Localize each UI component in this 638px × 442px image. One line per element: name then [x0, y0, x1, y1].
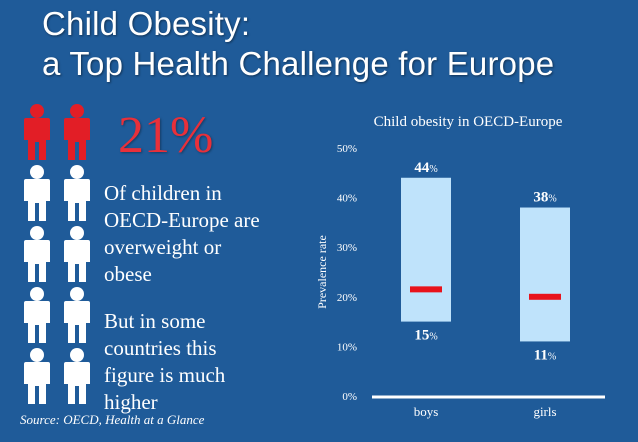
person-icon: [24, 226, 50, 282]
person-icon: [24, 287, 50, 343]
y-tick-label: 20%: [337, 292, 357, 304]
person-icon: [64, 104, 90, 160]
stat-note: But in some countries this figure is muc…: [104, 308, 225, 416]
person-icon: [64, 226, 90, 282]
stat-description-line: overweight or: [104, 235, 222, 259]
y-tick-label: 10%: [337, 341, 357, 353]
headline-stat: 21%: [118, 107, 214, 164]
person-icon: [64, 165, 90, 221]
stat-note-line: higher: [104, 390, 158, 414]
x-category-label: boys: [414, 404, 439, 419]
range-bar-girls: [520, 207, 570, 342]
average-marker-boys: [410, 286, 442, 293]
person-icon: [24, 104, 50, 160]
low-value-label: 11%: [534, 347, 557, 363]
range-bar-boys: [401, 177, 451, 322]
person-icon: [64, 287, 90, 343]
high-value-label: 44%: [414, 160, 437, 176]
source-citation: Source: OECD, Health at a Glance: [20, 412, 205, 427]
person-icon: [64, 348, 90, 404]
y-axis-label: Prevalence rate: [315, 235, 329, 309]
stat-note-line: countries this: [104, 336, 217, 360]
stat-description-line: obese: [104, 262, 152, 286]
stat-note-line: But in some: [104, 309, 206, 333]
stat-description-line: OECD-Europe are: [104, 208, 260, 232]
y-tick-label: 50%: [337, 143, 357, 155]
chart-title: Child obesity in OECD-Europe: [374, 114, 563, 130]
low-value-label: 15%: [414, 328, 437, 344]
stat-description: Of children in OECD-Europe are overweigh…: [104, 180, 260, 288]
average-marker-girls: [529, 293, 561, 300]
x-category-label: girls: [533, 404, 556, 419]
title-line-2: a Top Health Challenge for Europe: [42, 45, 555, 82]
title-line-1: Child Obesity:: [42, 5, 251, 42]
slide-title: Child Obesity: a Top Health Challenge fo…: [42, 4, 554, 84]
stat-description-line: Of children in: [104, 181, 222, 205]
y-tick-label: 0%: [342, 391, 357, 403]
people-icon-grid: [22, 104, 98, 409]
y-tick-label: 40%: [337, 193, 357, 205]
person-icon: [24, 165, 50, 221]
y-tick-label: 30%: [337, 242, 357, 254]
people-icons: [24, 104, 90, 404]
person-icon: [24, 348, 50, 404]
stat-note-line: figure is much: [104, 363, 226, 387]
high-value-label: 38%: [533, 190, 556, 206]
